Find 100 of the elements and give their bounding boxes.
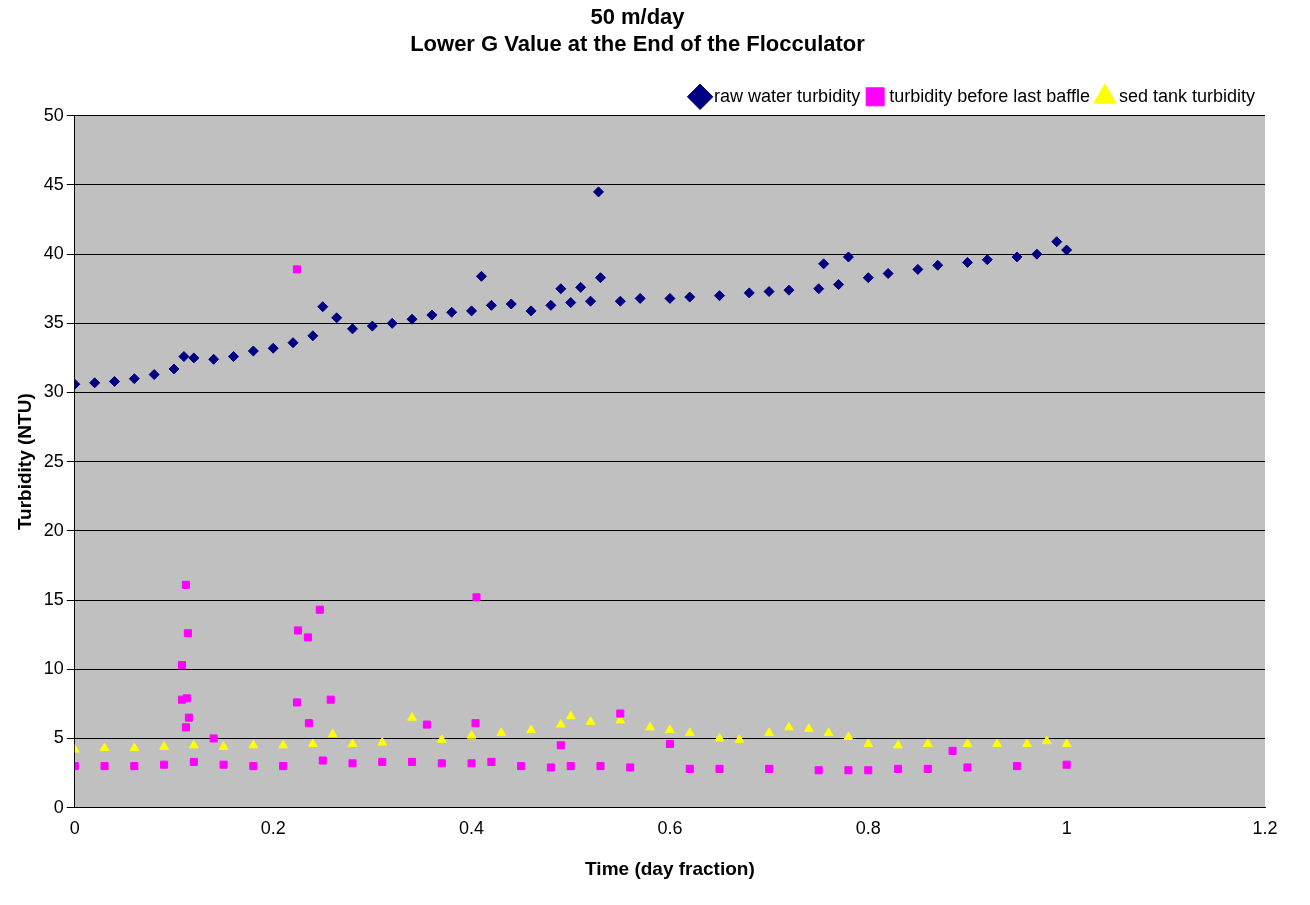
point [366, 320, 378, 332]
y-tick-label: 40 [43, 243, 64, 264]
point [685, 764, 694, 773]
point [932, 259, 944, 271]
point [100, 762, 109, 771]
point [386, 317, 398, 329]
point [487, 757, 496, 766]
point [842, 251, 854, 263]
point [593, 186, 604, 198]
point [526, 724, 536, 734]
point [575, 281, 587, 293]
x-tick-label: 1.2 [1252, 818, 1278, 839]
point [684, 727, 695, 736]
point [89, 377, 101, 389]
point [472, 593, 481, 602]
point [1022, 738, 1032, 747]
point [863, 738, 874, 747]
x-tick-label: 0.4 [459, 818, 485, 839]
legend-label: turbidity before last baffle [889, 85, 1090, 106]
point [963, 763, 972, 772]
point [1031, 248, 1043, 260]
point [664, 292, 676, 304]
x-tick-label: 0.8 [855, 818, 881, 839]
point [159, 741, 169, 750]
point [303, 633, 312, 642]
point [189, 739, 199, 749]
point [182, 694, 191, 703]
point [922, 738, 933, 747]
point [148, 369, 160, 381]
point [422, 720, 431, 729]
point [545, 299, 557, 311]
point [684, 291, 696, 303]
point [181, 580, 190, 589]
y-tick-label: 35 [43, 312, 64, 333]
x-axis-title: Time (day fraction) [585, 857, 755, 879]
point [189, 757, 198, 766]
point [893, 764, 903, 773]
point [714, 732, 725, 742]
point [614, 295, 626, 307]
point [347, 738, 358, 747]
point [1061, 244, 1073, 256]
point [181, 723, 190, 732]
point [471, 719, 480, 728]
point [882, 268, 894, 280]
point [864, 766, 873, 775]
point [665, 739, 674, 748]
point [485, 299, 497, 311]
x-tick-label: 0 [69, 818, 80, 839]
y-tick-label: 45 [43, 173, 64, 194]
point [763, 286, 775, 298]
point [407, 712, 417, 721]
point [160, 760, 169, 769]
point [318, 756, 327, 765]
y-tick-label: 30 [43, 381, 64, 402]
point [546, 763, 555, 772]
point [912, 263, 924, 275]
point [99, 742, 110, 752]
point [378, 757, 387, 766]
point [765, 764, 774, 773]
point [714, 290, 725, 302]
point [183, 629, 192, 638]
point [843, 731, 854, 741]
point [525, 305, 537, 317]
y-tick-label: 15 [43, 589, 64, 610]
point [565, 297, 577, 309]
point [293, 626, 303, 635]
point [517, 762, 526, 771]
x-tick-label: 1 [1061, 818, 1072, 839]
point [823, 727, 834, 736]
point [496, 727, 507, 736]
point [466, 730, 477, 739]
point [208, 353, 220, 365]
point [948, 746, 957, 755]
point [1061, 738, 1072, 747]
point [556, 741, 565, 750]
point [1062, 760, 1071, 769]
point [1041, 735, 1052, 745]
point [743, 287, 755, 299]
point [218, 741, 229, 750]
point [248, 739, 259, 749]
point [505, 298, 517, 310]
point [304, 719, 313, 728]
point [734, 734, 745, 743]
point [1051, 236, 1063, 248]
point [634, 292, 646, 304]
point [108, 375, 120, 387]
point [437, 759, 446, 768]
point [803, 723, 814, 732]
point [408, 757, 417, 766]
point [596, 762, 605, 771]
point [555, 719, 566, 728]
point [923, 764, 932, 773]
point [247, 345, 259, 357]
point [209, 734, 218, 743]
point [287, 337, 299, 349]
point [348, 759, 357, 768]
point [278, 739, 288, 749]
point [665, 724, 675, 734]
point [446, 306, 458, 318]
point [188, 352, 200, 364]
